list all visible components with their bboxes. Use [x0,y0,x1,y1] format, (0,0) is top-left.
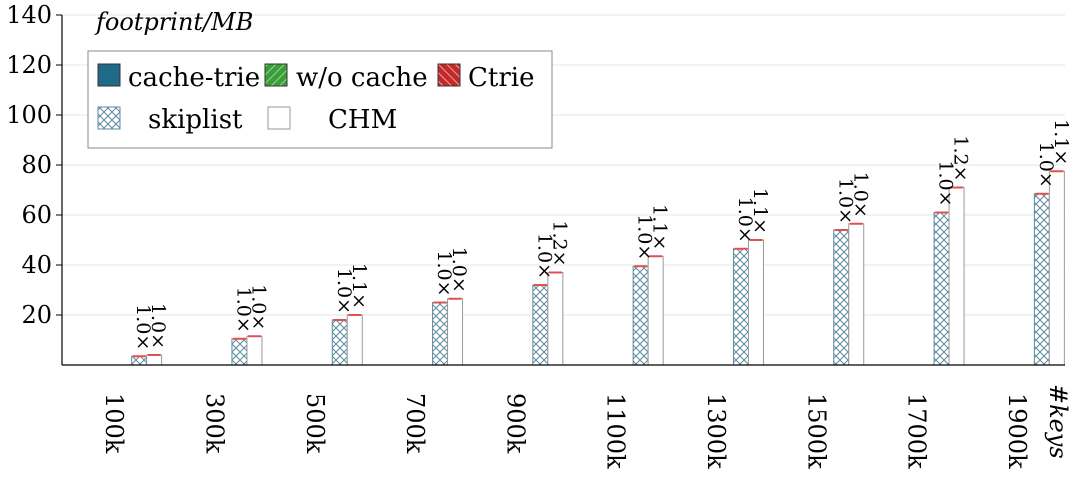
bar-skiplist-1900k [1033,193,1050,366]
bars [131,170,1065,366]
axes: 20 40 60 80 100 120 140 100k 300k 500k 700k 900k 110… [6,1,1065,469]
legend-swatch-cache-trie [97,63,121,87]
legend-box [87,50,553,149]
ratio-label-skiplist-700k: 1.0× [433,250,455,296]
legend-label-wo-cache: w/o cache [296,63,428,93]
bar-chm-1500k [848,223,865,366]
y-tick-label-80: 80 [21,151,52,179]
bar-skiplist-500k [331,319,348,366]
legend-label-ctrie: Ctrie [468,63,534,93]
x-tick-label-700k: 700k [401,393,429,454]
y-tick-label-120: 120 [6,51,52,79]
x-tick-label-300k: 300k [200,393,228,454]
ratio-label-skiplist-900k: 1.0× [533,233,555,279]
bar-chm-900k [547,272,564,366]
bar-skiplist-100k [131,355,148,366]
bar-skiplist-700k [432,302,449,366]
ratio-label-chm-300k: 1.0× [247,284,269,330]
legend-label-skiplist: skiplist [148,105,243,135]
ratio-labels: 1.0×1.0× 1.0×1.0× 1.0×1.1× 1.0×1.0× 1.0×1.2×… [132,119,1072,350]
ratio-label-chm-1100k: 1.1× [649,204,671,250]
y-tick-label-20: 20 [21,301,52,329]
ratio-label-skiplist-1500k: 1.0× [834,178,856,224]
ratio-label-skiplist-100k: 1.0× [132,304,154,350]
ratio-label-chm-500k: 1.1× [348,263,370,309]
ratio-label-skiplist-500k: 1.0× [333,268,355,314]
legend-swatch-wo-cache [264,63,288,87]
ratio-label-chm-100k: 1.0× [147,303,169,349]
x-tick-label-100k: 100k [100,393,128,454]
bar-skiplist-1100k [632,265,649,366]
bar-chm-500k [346,314,363,366]
x-tick-label-1300k: 1300k [702,393,730,469]
ratio-label-skiplist-1900k: 1.0× [1035,142,1057,188]
legend: cache-trie w/o cache Ctrie skiplist CHM [87,50,553,149]
x-tick-label-1500k: 1500k [802,393,830,469]
y-tick-label-140: 140 [6,1,52,29]
bar-chm-1900k [1048,170,1065,366]
bar-skiplist-1700k [933,212,950,366]
ratio-label-skiplist-300k: 1.0× [232,287,254,333]
bar-chm-300k [246,335,263,366]
x-axis-title: #keys [1044,384,1072,459]
legend-label-cache-trie: cache-trie [128,63,260,93]
y-axis-title: footprint/MB [94,8,253,36]
y-tick-label-40: 40 [21,251,52,279]
legend-swatch-skiplist [97,106,121,130]
legend-swatch-ctrie [437,63,461,87]
ratio-label-skiplist-1700k: 1.0× [935,160,957,206]
ratio-label-chm-1900k: 1.1× [1050,119,1072,165]
x-tick-label-1700k: 1700k [903,393,931,469]
bar-chm-700k [447,298,464,366]
ratio-label-skiplist-1100k: 1.0× [634,214,656,260]
legend-swatch-chm [267,106,291,130]
ratio-label-chm-1300k: 1.1× [749,188,771,234]
legend-label-chm: CHM [328,105,397,135]
ratio-label-skiplist-1300k: 1.0× [734,197,756,243]
bar-chm-100k [146,354,163,366]
bar-skiplist-1300k [732,248,749,366]
bar-chm-1100k [647,255,664,366]
bar-chm-1300k [747,239,764,366]
bar-skiplist-1500k [833,229,850,366]
ratio-label-chm-700k: 1.0× [448,247,470,293]
bar-skiplist-300k [231,338,248,366]
y-tick-label-60: 60 [21,201,52,229]
x-tick-label-500k: 500k [301,393,329,454]
bar-skiplist-900k [532,284,549,366]
ratio-label-chm-1700k: 1.2× [950,135,972,181]
ratio-label-chm-1500k: 1.0× [849,172,871,218]
y-tick-label-100: 100 [6,101,52,129]
x-tick-label-900k: 900k [501,393,529,454]
x-tick-label-1900k: 1900k [1003,393,1031,469]
x-tick-label-1100k: 1100k [602,393,630,469]
ratio-label-chm-900k: 1.2× [548,220,570,266]
bar-chm-1700k [948,187,965,366]
